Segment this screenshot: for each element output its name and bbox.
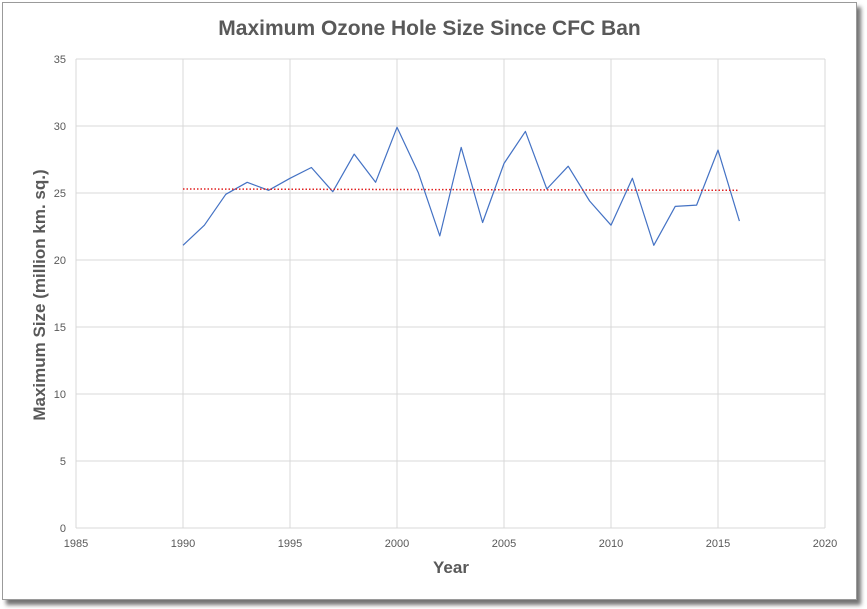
data-point [438,234,441,237]
gridlines [75,58,826,529]
data-point [524,130,527,133]
y-tick-label: 20 [54,255,66,267]
data-point [246,181,249,184]
y-tick-label: 15 [54,322,66,334]
data-point [695,204,698,207]
y-tick-label: 0 [60,523,66,535]
x-axis-title: Year [433,558,469,577]
x-tick-label: 1995 [278,538,302,550]
data-point [481,221,484,224]
x-tick-label: 1990 [171,538,195,550]
data-point [203,224,206,227]
x-tick-label: 2005 [492,538,516,550]
x-tick-label: 1985 [64,538,88,550]
y-tick-label: 35 [54,54,66,66]
y-axis-ticks: 0 5 10 15 20 25 30 35 [54,54,66,535]
data-point [717,149,720,152]
data-point [460,146,463,149]
x-tick-label: 2000 [385,538,409,550]
x-axis-ticks: 1985 1990 1995 2000 2005 2010 2015 2020 [64,538,837,550]
series-lines [182,126,741,247]
data-point [396,126,399,129]
data-point [374,181,377,184]
y-tick-label: 5 [60,456,66,468]
data-point [182,244,185,247]
x-tick-label: 2015 [706,538,730,550]
x-tick-label: 2010 [599,538,623,550]
y-tick-label: 25 [54,188,66,200]
y-tick-label: 30 [54,121,66,133]
chart-title: Maximum Ozone Hole Size Since CFC Ban [218,17,641,40]
data-point [353,153,356,156]
data-point [289,177,292,180]
data-point [567,165,570,168]
data-point [224,193,227,196]
ozone-size-line [182,126,740,246]
data-point [631,177,634,180]
data-point [310,166,313,169]
x-tick-label: 2020 [813,538,837,550]
ozone-line-chart: 0 5 10 15 20 25 30 35 1985 1990 1995 2000 2005 2010 2… [30,54,837,577]
data-point [503,162,506,165]
data-point [738,220,741,223]
y-tick-label: 10 [54,389,66,401]
chart-frame: Maximum Ozone Hole Size Since CFC Ban 0 5… [2,2,857,600]
data-point [674,205,677,208]
data-point [610,224,613,227]
y-axis-title: Maximum Size (million km. sq.) [30,169,49,420]
data-point [331,190,334,193]
data-point [652,244,655,247]
data-point [588,200,591,203]
data-point [417,171,420,174]
